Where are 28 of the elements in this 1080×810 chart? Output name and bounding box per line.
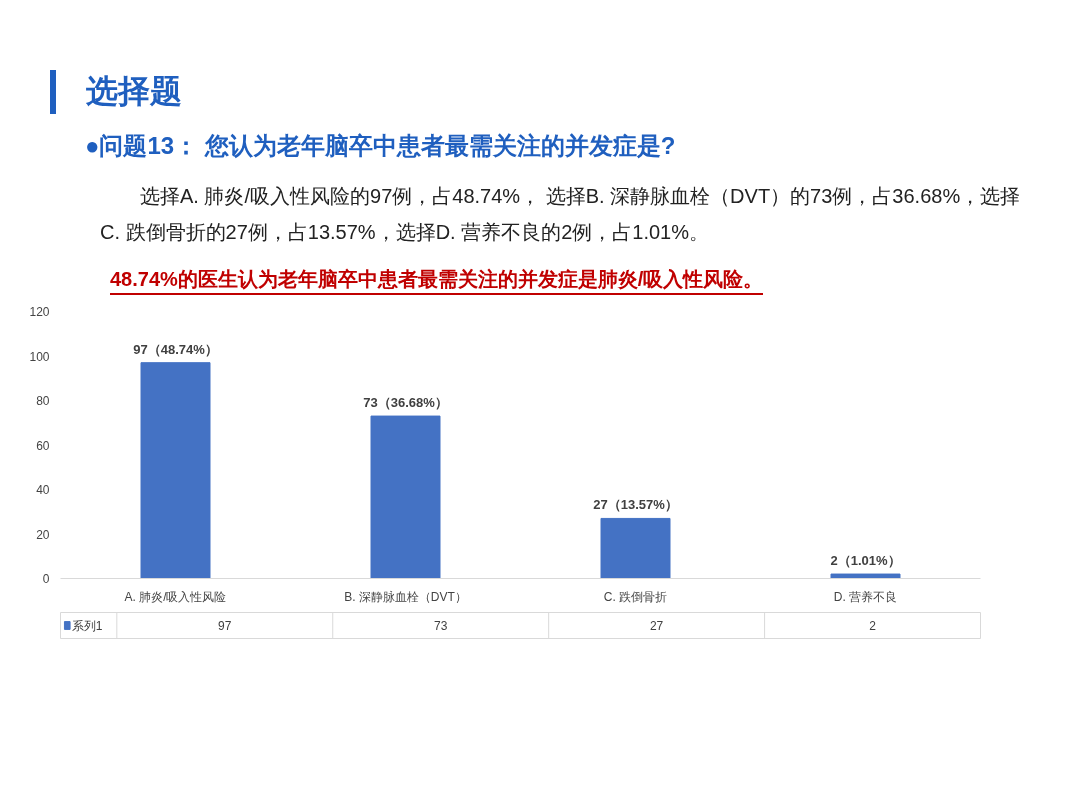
text: 48.74%的医生认为老年脑卒中患者最需关注的并发症是肺炎/吸入性风险。 xyxy=(110,266,764,295)
x-tick-label: A. 肺炎/吸入性风险 xyxy=(124,589,227,604)
data-label: 73 xyxy=(434,619,448,633)
annotation: 2（1.01%） xyxy=(830,553,901,569)
annotation: 97（48.74%） xyxy=(133,341,218,357)
annotation: 27（13.57%） xyxy=(593,497,678,513)
y-tick-label: 0 xyxy=(42,572,50,586)
x-tick-label: B. 深静脉血栓（DVT） xyxy=(344,589,467,604)
y-tick-label: 80 xyxy=(36,394,50,408)
bar xyxy=(600,517,671,579)
y-tick-label: 40 xyxy=(36,483,50,497)
bar xyxy=(140,362,211,579)
y-tick-label: 100 xyxy=(29,349,50,364)
x-tick-label: C. 跌倒骨折 xyxy=(603,589,668,604)
data-label: 97 xyxy=(218,619,232,633)
legend-label: 系列1 xyxy=(71,618,103,633)
y-tick-label: 120 xyxy=(29,305,50,319)
bar xyxy=(830,573,901,579)
chart-title: 选择题 xyxy=(50,70,182,114)
data-label: 27 xyxy=(649,619,664,633)
bar xyxy=(370,415,441,579)
annotation: 73（36.68%） xyxy=(363,395,448,411)
y-tick-label: 20 xyxy=(36,527,50,542)
data-label: 2 xyxy=(869,619,877,633)
y-tick-label: 60 xyxy=(36,438,50,453)
chart-subtitle: ●问题13： 您认为老年脑卒中患者最需关注的并发症是? xyxy=(85,131,676,161)
text: 选择A. 肺炎/吸入性风险的97例，占48.74%， 选择B. 深静脉血栓（DVT）的73例，占36.68%，选择C. 跌倒骨折的27例，占13.57%，选择D. 营养不良的2例，占1.01%。 xyxy=(100,184,1022,245)
x-tick-label: D. 营养不良 xyxy=(833,589,898,604)
